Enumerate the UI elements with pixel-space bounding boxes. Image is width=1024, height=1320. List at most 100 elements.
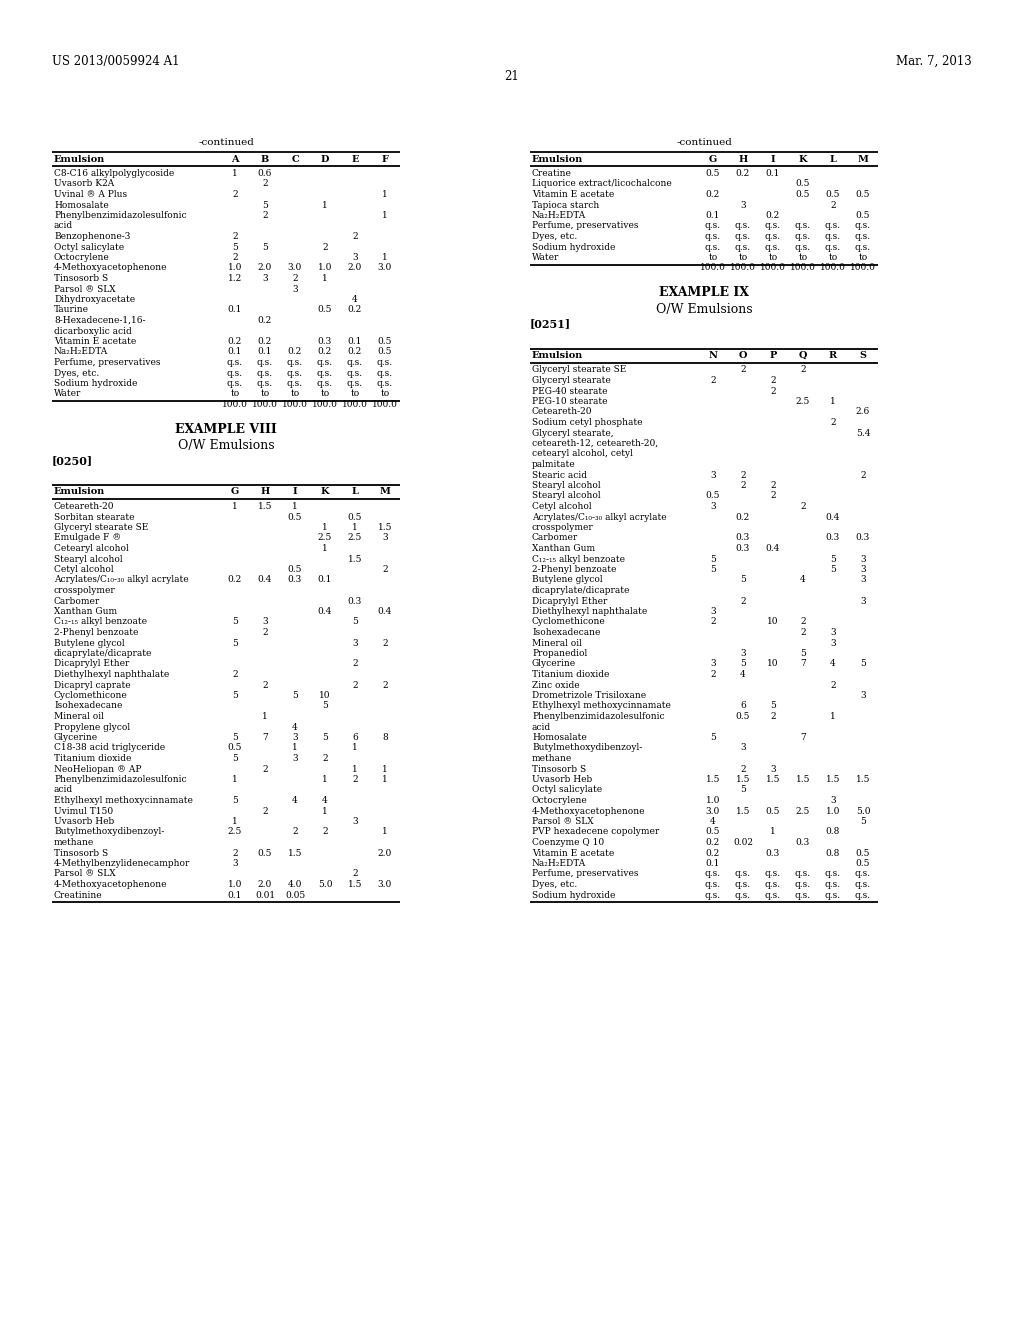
Text: to: to [828, 253, 838, 261]
Text: Perfume, preservatives: Perfume, preservatives [532, 870, 639, 879]
Text: 0.2: 0.2 [348, 347, 362, 356]
Text: 0.4: 0.4 [378, 607, 392, 616]
Text: Mineral oil: Mineral oil [532, 639, 582, 648]
Text: Tapioca starch: Tapioca starch [532, 201, 599, 210]
Text: 2: 2 [711, 618, 716, 627]
Text: G: G [709, 154, 717, 164]
Text: 0.3: 0.3 [766, 849, 780, 858]
Text: 0.2: 0.2 [736, 169, 751, 178]
Text: 2: 2 [770, 711, 776, 721]
Text: q.s.: q.s. [287, 379, 303, 388]
Text: 1: 1 [352, 523, 357, 532]
Text: 0.5: 0.5 [378, 347, 392, 356]
Text: Octyl salicylate: Octyl salicylate [54, 243, 124, 252]
Text: Isohexadecane: Isohexadecane [532, 628, 600, 638]
Text: Na₂H₂EDTA: Na₂H₂EDTA [532, 859, 587, 869]
Text: 2: 2 [262, 211, 268, 220]
Text: 2: 2 [830, 418, 836, 426]
Text: 2: 2 [262, 764, 268, 774]
Text: Dyes, etc.: Dyes, etc. [532, 880, 578, 888]
Text: to: to [738, 253, 748, 261]
Text: Stearyl alcohol: Stearyl alcohol [54, 554, 123, 564]
Text: 1.5: 1.5 [378, 523, 392, 532]
Text: S: S [859, 351, 866, 360]
Text: 2.6: 2.6 [856, 408, 870, 417]
Text: Coenzyme Q 10: Coenzyme Q 10 [532, 838, 604, 847]
Text: 1.5: 1.5 [706, 775, 720, 784]
Text: palmitate: palmitate [532, 459, 575, 469]
Text: 2: 2 [352, 232, 357, 242]
Text: q.s.: q.s. [227, 379, 243, 388]
Text: 0.5: 0.5 [796, 190, 810, 199]
Text: O/W Emulsions: O/W Emulsions [655, 302, 753, 315]
Text: 5.4: 5.4 [856, 429, 870, 437]
Text: Perfume, preservatives: Perfume, preservatives [54, 358, 161, 367]
Text: q.s.: q.s. [705, 870, 721, 879]
Text: E: E [351, 154, 358, 164]
Text: 2: 2 [830, 681, 836, 689]
Text: Butylene glycol: Butylene glycol [54, 639, 125, 648]
Text: q.s.: q.s. [855, 880, 871, 888]
Text: 3: 3 [262, 618, 268, 627]
Text: to: to [799, 253, 808, 261]
Text: H: H [260, 487, 269, 496]
Text: to: to [858, 253, 867, 261]
Text: 2: 2 [830, 201, 836, 210]
Text: q.s.: q.s. [765, 891, 781, 899]
Text: R: R [829, 351, 837, 360]
Text: 5: 5 [262, 201, 268, 210]
Text: q.s.: q.s. [705, 891, 721, 899]
Text: 0.5: 0.5 [288, 512, 302, 521]
Text: 100.0: 100.0 [342, 400, 368, 409]
Text: q.s.: q.s. [257, 379, 273, 388]
Text: Butylene glycol: Butylene glycol [532, 576, 603, 585]
Text: 1.0: 1.0 [227, 880, 243, 888]
Text: L: L [351, 487, 358, 496]
Text: Carbomer: Carbomer [54, 597, 100, 606]
Text: acid: acid [532, 722, 551, 731]
Text: 0.5: 0.5 [348, 512, 362, 521]
Text: 4: 4 [292, 796, 298, 805]
Text: 2.0: 2.0 [348, 264, 362, 272]
Text: Stearyl alcohol: Stearyl alcohol [532, 480, 601, 490]
Text: 3: 3 [830, 639, 836, 648]
Text: 1.5: 1.5 [348, 880, 362, 888]
Text: cetearyl alcohol, cetyl: cetearyl alcohol, cetyl [532, 450, 633, 458]
Text: q.s.: q.s. [795, 222, 811, 231]
Text: q.s.: q.s. [735, 891, 751, 899]
Text: 1.0: 1.0 [227, 264, 243, 272]
Text: NeoHeliopan ® AP: NeoHeliopan ® AP [54, 764, 141, 774]
Text: Parsol ® SLX: Parsol ® SLX [532, 817, 594, 826]
Text: Vitamin E acetate: Vitamin E acetate [532, 190, 614, 199]
Text: O: O [738, 351, 748, 360]
Text: 1: 1 [292, 502, 298, 511]
Text: 1: 1 [323, 775, 328, 784]
Text: 1.5: 1.5 [796, 775, 810, 784]
Text: Isohexadecane: Isohexadecane [54, 701, 123, 710]
Text: 6: 6 [740, 701, 745, 710]
Text: Titanium dioxide: Titanium dioxide [532, 671, 609, 678]
Text: Cetearyl alcohol: Cetearyl alcohol [54, 544, 129, 553]
Text: 4-Methylbenzylidenecamphor: 4-Methylbenzylidenecamphor [54, 859, 190, 869]
Text: Stearyl alcohol: Stearyl alcohol [532, 491, 601, 500]
Text: 2: 2 [323, 243, 328, 252]
Text: 100.0: 100.0 [820, 264, 846, 272]
Text: 2: 2 [232, 190, 238, 199]
Text: 5: 5 [710, 733, 716, 742]
Text: 1: 1 [382, 190, 388, 199]
Text: 1: 1 [382, 253, 388, 261]
Text: Vitamin E acetate: Vitamin E acetate [54, 337, 136, 346]
Text: 0.5: 0.5 [766, 807, 780, 816]
Text: dicarboxylic acid: dicarboxylic acid [54, 326, 132, 335]
Text: q.s.: q.s. [855, 891, 871, 899]
Text: Tinsosorb S: Tinsosorb S [54, 849, 109, 858]
Text: Parsol ® SLX: Parsol ® SLX [54, 285, 116, 293]
Text: 0.2: 0.2 [258, 315, 272, 325]
Text: EXAMPLE IX: EXAMPLE IX [659, 286, 749, 300]
Text: q.s.: q.s. [317, 358, 333, 367]
Text: 2: 2 [352, 681, 357, 689]
Text: 10: 10 [767, 660, 778, 668]
Text: to: to [768, 253, 777, 261]
Text: q.s.: q.s. [705, 222, 721, 231]
Text: 100.0: 100.0 [222, 400, 248, 409]
